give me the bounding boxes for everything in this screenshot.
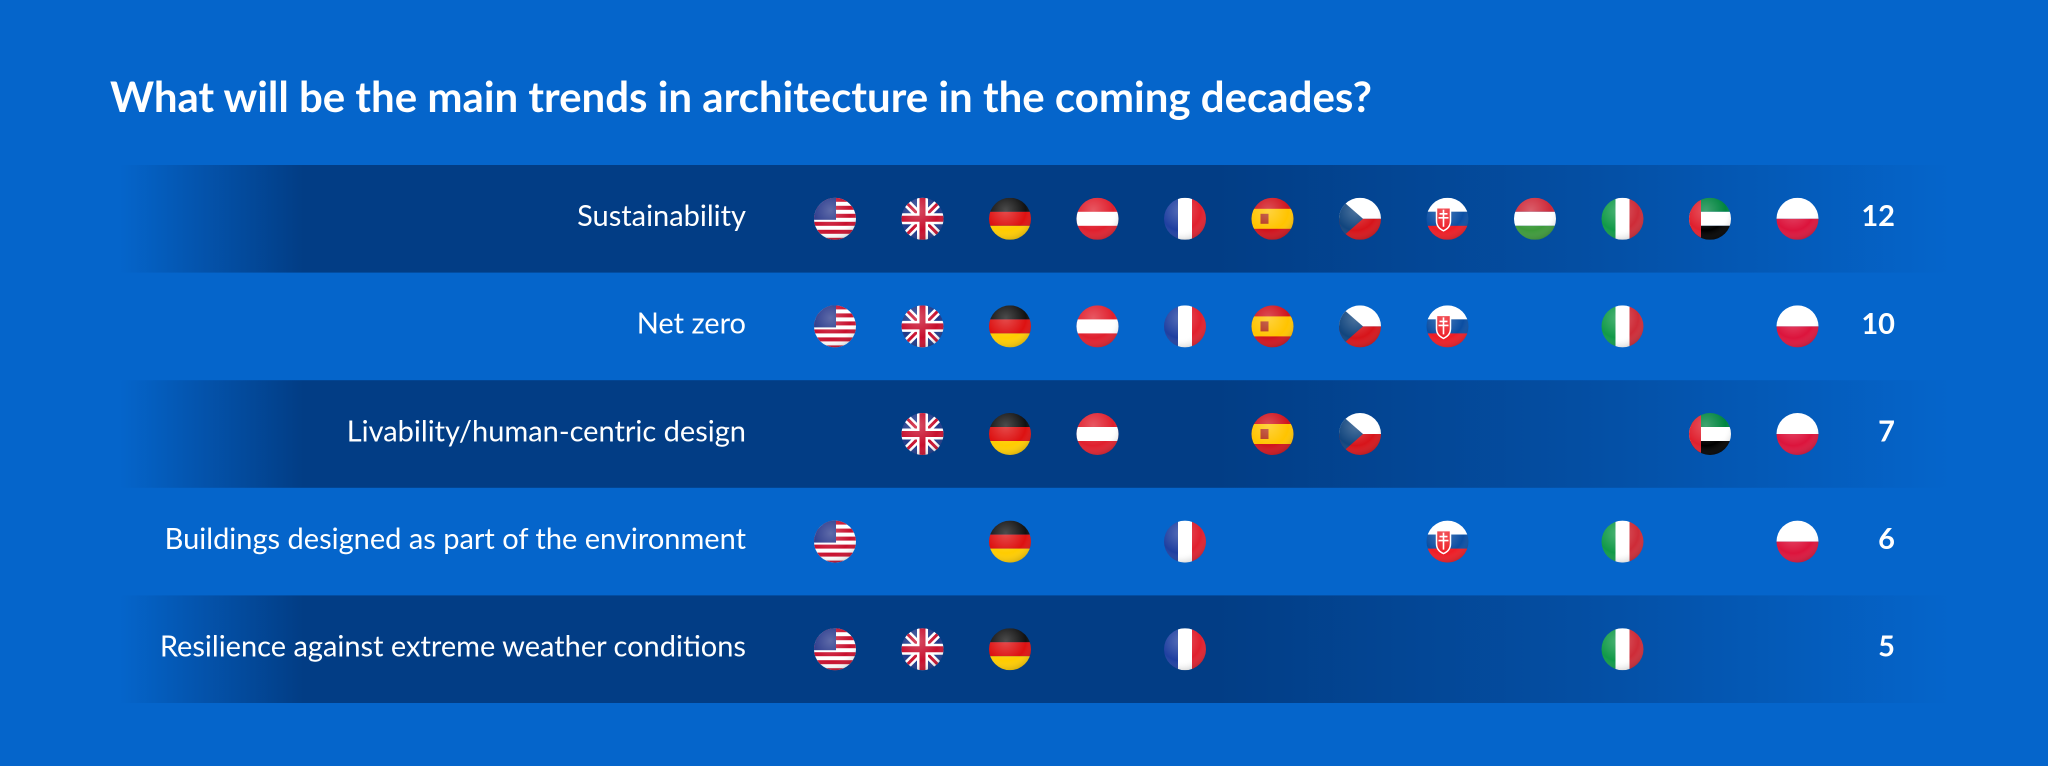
row-band: [120, 165, 1950, 273]
flag-gloss: [901, 197, 944, 240]
row-count: 6: [1878, 521, 1895, 556]
flag-gloss: [1076, 413, 1119, 455]
row-count: 10: [1861, 306, 1895, 341]
flag: [989, 520, 1031, 563]
flag-gloss: [1426, 197, 1469, 240]
flag: [814, 628, 856, 672]
flag: [1251, 305, 1294, 348]
row-label: Sustainability: [577, 198, 746, 233]
flag-gloss: [1514, 197, 1556, 240]
flag: [989, 628, 1031, 671]
flag: [1776, 305, 1819, 348]
flag-gloss: [989, 520, 1031, 563]
flag: [814, 520, 856, 565]
flag: [1339, 413, 1381, 455]
row-bands: [120, 165, 1950, 703]
flag: [1427, 198, 1469, 240]
flag-gloss: [1251, 305, 1294, 348]
flag-gloss: [1689, 413, 1731, 455]
flag: [989, 305, 1031, 348]
flag: [1689, 413, 1731, 455]
flag: [1601, 305, 1644, 348]
flag-gloss: [1164, 197, 1206, 240]
flag: [814, 197, 856, 242]
flag-gloss: [1776, 305, 1819, 348]
flag-gloss: [1339, 197, 1381, 240]
flag: [1076, 413, 1119, 455]
flag: [1251, 197, 1294, 240]
flag: [902, 305, 944, 347]
flag-gloss: [1076, 305, 1119, 348]
flag-gloss: [901, 628, 944, 671]
flag: [1251, 413, 1294, 455]
flag-gloss: [989, 197, 1031, 240]
flag: [1601, 197, 1644, 240]
flag-gloss: [1164, 628, 1206, 671]
flag-gloss: [901, 305, 944, 348]
flag-gloss: [1601, 628, 1644, 671]
row-count: 7: [1878, 413, 1895, 448]
flag-gloss: [1251, 197, 1294, 240]
flag-gloss: [1776, 197, 1819, 240]
flag: [1601, 520, 1644, 563]
flag: [1514, 197, 1556, 240]
flag: [1076, 305, 1119, 348]
flag-gloss: [1076, 197, 1119, 240]
flag-gloss: [1689, 197, 1731, 240]
flag: [1164, 197, 1206, 240]
flag-gloss: [1776, 413, 1819, 455]
flag: [1601, 628, 1644, 671]
flag: [902, 198, 944, 240]
flag: [1776, 197, 1819, 240]
flag-gloss: [1426, 520, 1469, 563]
rows: Sustainability 12 Net zero 10 Livability/hum…: [160, 198, 1895, 672]
flag: [902, 413, 944, 455]
flag-gloss: [814, 520, 856, 563]
flag: [989, 413, 1031, 455]
flag: [1776, 413, 1819, 455]
title: What will be the main trends in architec…: [110, 71, 1372, 121]
flag-gloss: [901, 413, 944, 455]
row-band: [120, 595, 1950, 703]
flag-gloss: [1601, 520, 1644, 563]
row-label: Buildings designed as part of the enviro…: [165, 521, 747, 556]
flag-gloss: [1164, 520, 1206, 563]
flag-gloss: [989, 305, 1031, 348]
flag-gloss: [814, 628, 856, 671]
flag-gloss: [1426, 305, 1469, 348]
flag-gloss: [1601, 305, 1644, 348]
flag-gloss: [1339, 305, 1381, 348]
flag: [1427, 521, 1469, 563]
flag: [1164, 305, 1206, 348]
flag: [1427, 305, 1469, 347]
flag: [902, 628, 944, 670]
row-count: 5: [1878, 629, 1895, 664]
flag: [1164, 628, 1206, 671]
flag-gloss: [814, 197, 856, 240]
flag: [1339, 197, 1381, 240]
row-count: 12: [1861, 198, 1895, 233]
row-band: [120, 380, 1950, 488]
flag-gloss: [1164, 305, 1206, 348]
row-label: Livability/human-centric design: [347, 413, 746, 448]
flag-gloss: [1339, 413, 1381, 455]
row-label: Net zero: [637, 306, 746, 341]
flag: [1164, 520, 1206, 563]
row-label: Resilience against extreme weather condi…: [160, 629, 746, 664]
flag-gloss: [1251, 413, 1294, 455]
flag: [989, 197, 1031, 240]
flag: [814, 305, 856, 349]
flag-gloss: [989, 628, 1031, 671]
flag-gloss: [989, 413, 1031, 455]
flag-gloss: [1776, 520, 1819, 563]
flag: [1776, 520, 1819, 563]
flag-gloss: [814, 305, 856, 348]
flag: [1076, 197, 1119, 240]
flag: [1339, 305, 1381, 348]
flag-gloss: [1601, 197, 1644, 240]
flag: [1689, 197, 1731, 240]
